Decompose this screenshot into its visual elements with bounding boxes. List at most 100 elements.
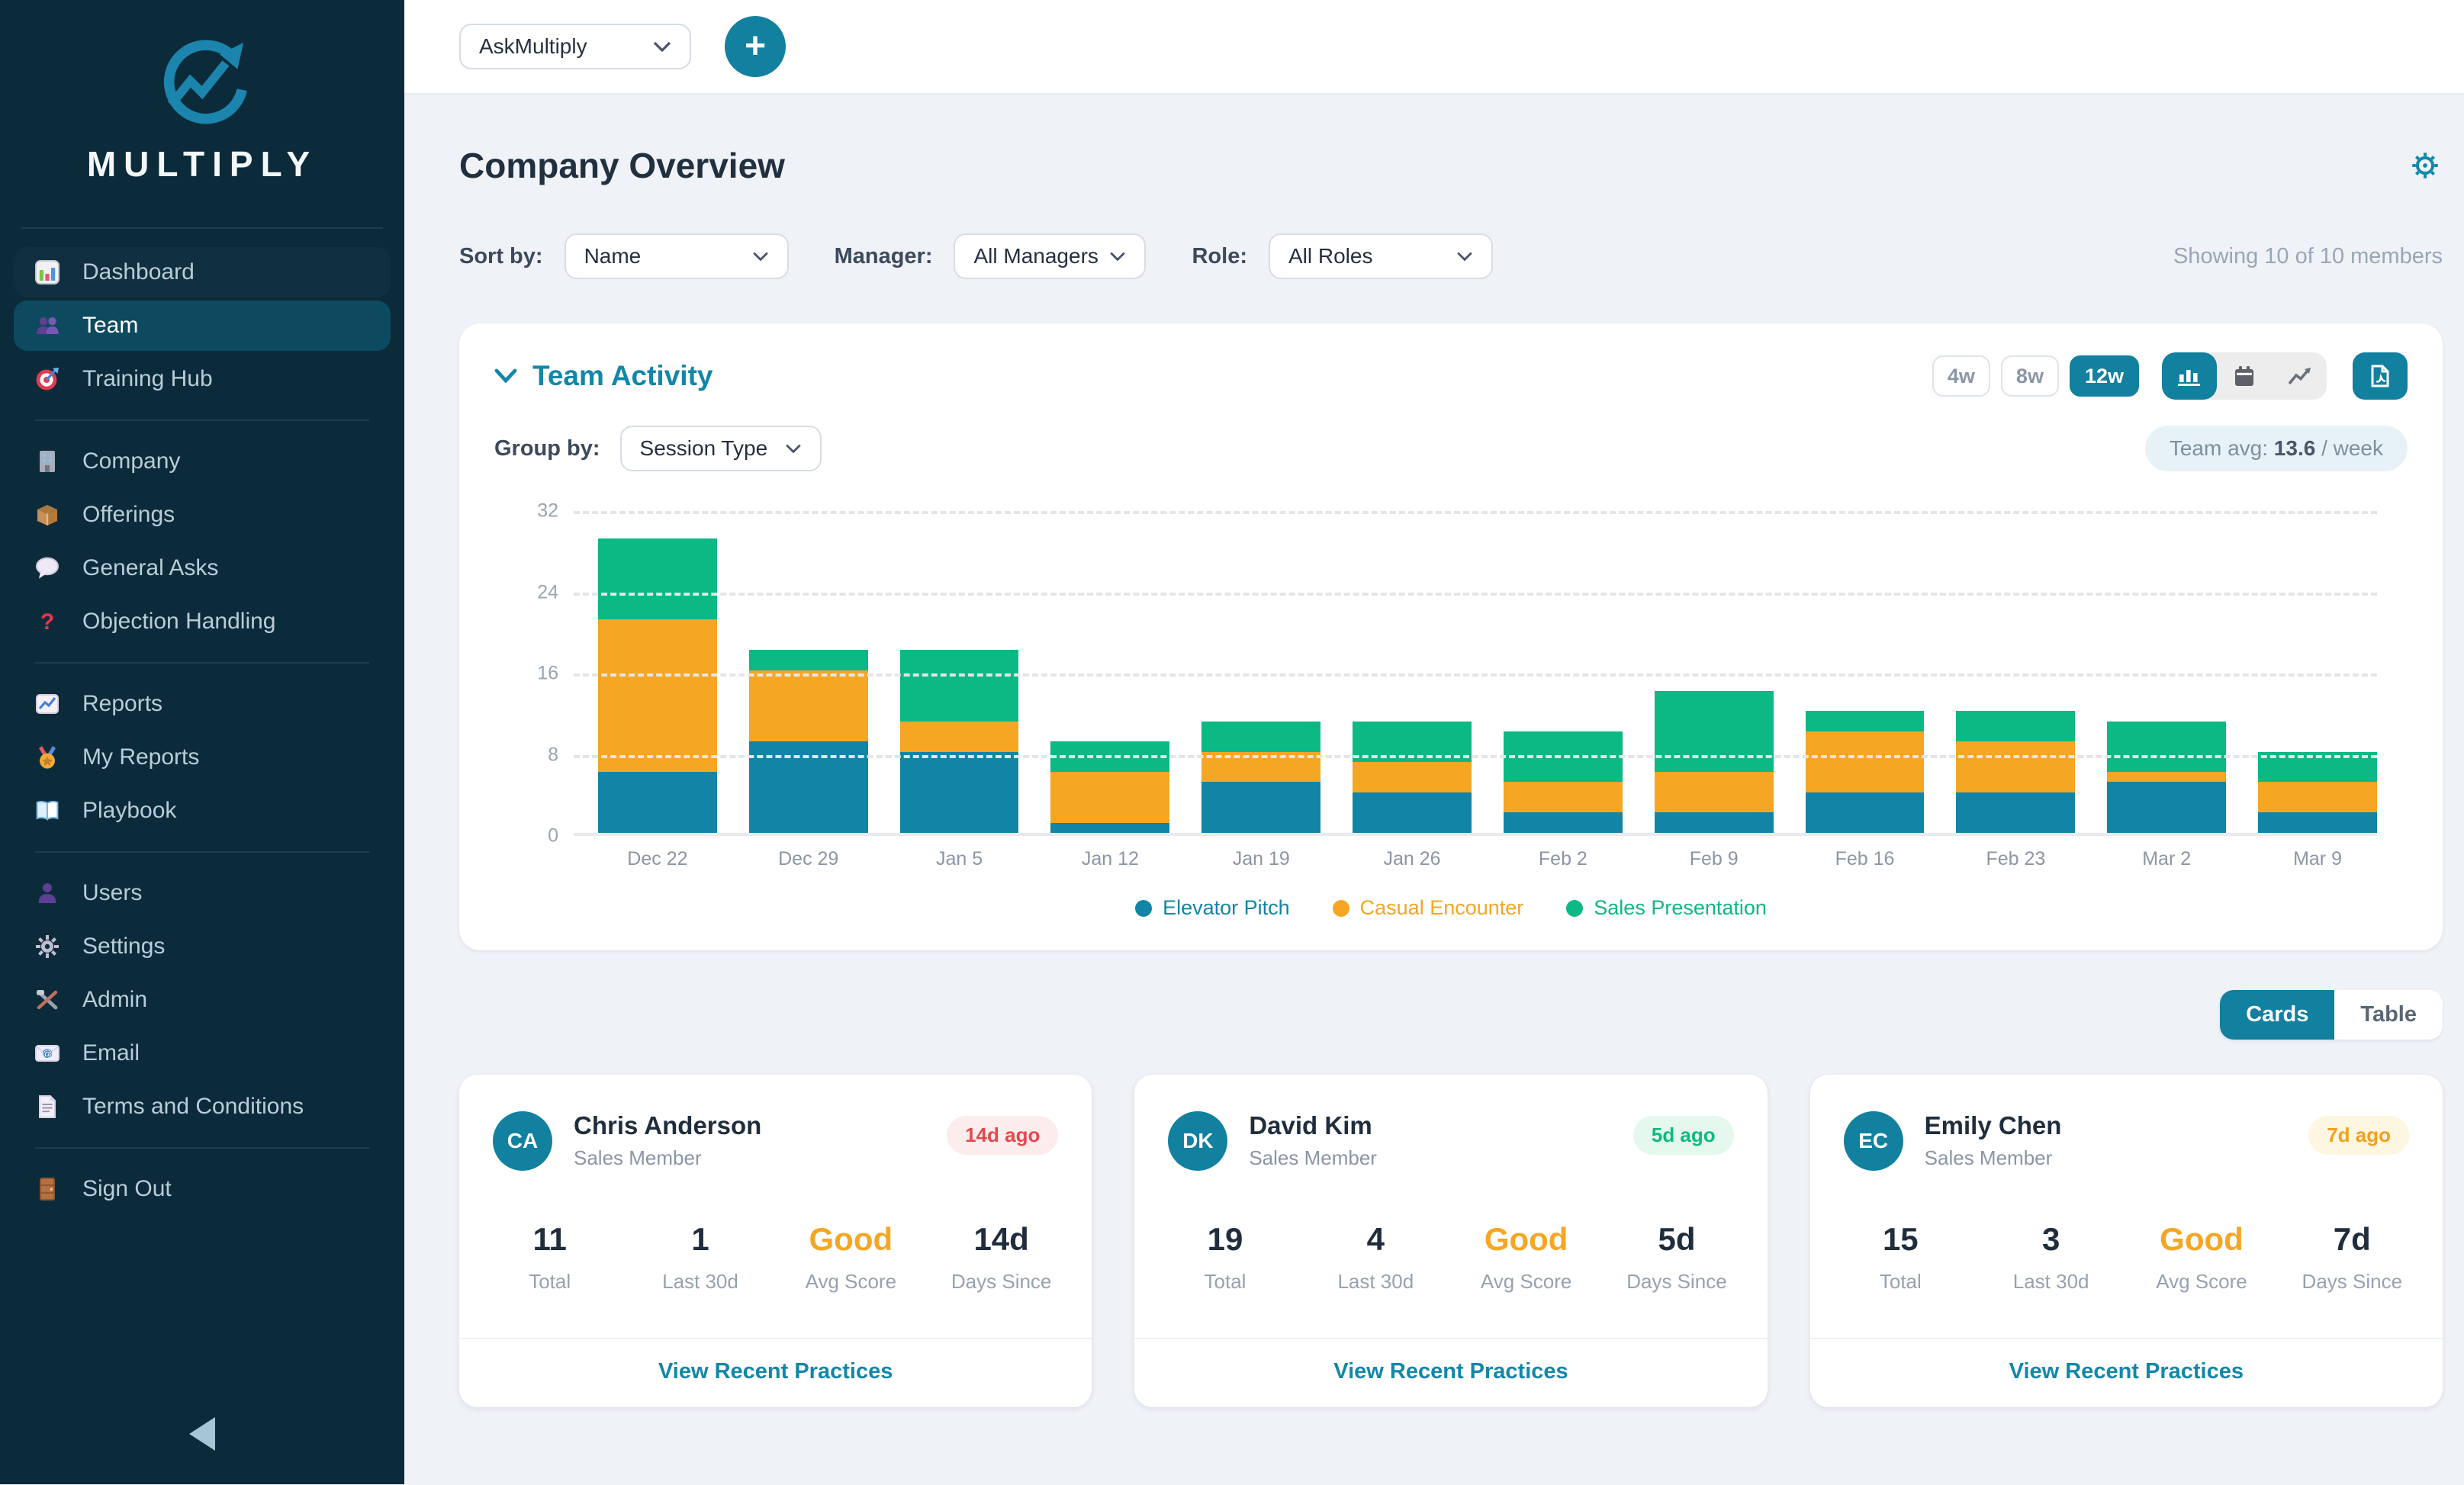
x-axis-label: Feb 23 xyxy=(1986,848,2046,869)
sidebar-item-company[interactable]: Company xyxy=(14,436,391,487)
trend-view-button[interactable] xyxy=(2272,352,2327,400)
chevron-down-icon xyxy=(653,41,671,53)
manager-value: All Managers xyxy=(973,244,1099,268)
view-recent-practices-link[interactable]: View Recent Practices xyxy=(1134,1338,1768,1407)
sidebar-collapse-icon[interactable] xyxy=(189,1417,215,1451)
view-recent-practices-link[interactable]: View Recent Practices xyxy=(459,1338,1092,1407)
users-icon xyxy=(34,879,61,907)
range-4w-button[interactable]: 4w xyxy=(1932,355,1990,397)
bar-mar-9 xyxy=(2258,751,2377,833)
stat-days-since: 5d xyxy=(1658,1221,1696,1257)
stat-label: Total xyxy=(1204,1270,1246,1293)
bar-feb-16 xyxy=(1805,711,1925,833)
sidebar-item-training-hub[interactable]: Training Hub xyxy=(14,354,391,404)
bar-chart-view-button[interactable] xyxy=(2162,352,2217,400)
x-axis-label: Feb 9 xyxy=(1689,848,1739,869)
team-avg-label: Team avg: xyxy=(2169,436,2269,460)
add-button[interactable]: + xyxy=(725,16,786,77)
stat-label: Avg Score xyxy=(805,1270,897,1293)
sidebar-item-sign-out[interactable]: Sign Out xyxy=(14,1164,391,1214)
sidebar-item-objection-handling[interactable]: ? Objection Handling xyxy=(14,596,391,647)
sidebar-item-offerings[interactable]: Offerings xyxy=(14,490,391,540)
dashboard-icon xyxy=(34,259,61,286)
bar-segment-casual-encounter xyxy=(1050,772,1170,823)
sort-by-select[interactable]: Name xyxy=(564,233,789,279)
pdf-file-icon xyxy=(2371,365,2389,387)
sidebar-item-playbook[interactable]: Playbook xyxy=(14,786,391,836)
bar-segment-elevator-pitch xyxy=(1956,792,2076,833)
x-axis-label: Jan 5 xyxy=(935,848,983,869)
range-label: 8w xyxy=(2015,364,2044,387)
sidebar-item-my-reports[interactable]: My Reports xyxy=(14,732,391,783)
sidebar-item-label: Admin xyxy=(82,987,148,1012)
reports-icon xyxy=(34,690,61,718)
team-avg-value: 13.6 xyxy=(2273,436,2316,460)
gridline-24 xyxy=(574,592,2377,596)
collapse-section-chevron-icon[interactable] xyxy=(494,368,517,384)
sidebar-item-label: Objection Handling xyxy=(82,609,276,634)
bar-segment-casual-encounter xyxy=(598,619,717,773)
calendar-view-button[interactable] xyxy=(2217,352,2272,400)
sidebar-item-label: Training Hub xyxy=(82,366,213,391)
bar-segment-sales-presentation xyxy=(1201,721,1321,752)
stat-label: Last 30d xyxy=(1337,1270,1414,1293)
sidebar-item-email[interactable]: @ Email xyxy=(14,1028,391,1078)
x-axis-label: Jan 26 xyxy=(1383,848,1441,869)
legend-label: Elevator Pitch xyxy=(1163,896,1290,919)
stat-label: Total xyxy=(529,1270,571,1293)
bar-segment-casual-encounter xyxy=(899,721,1019,752)
cards-view-button[interactable]: Cards xyxy=(2220,990,2335,1040)
x-axis-label: Dec 22 xyxy=(627,848,688,869)
general-asks-icon xyxy=(34,554,61,582)
divider xyxy=(35,851,369,853)
chevron-down-icon xyxy=(1110,252,1126,262)
sidebar-item-users[interactable]: Users xyxy=(14,868,391,918)
offerings-icon xyxy=(34,501,61,529)
sidebar: MULTIPLY Dashboard Team Training Hub xyxy=(0,0,404,1484)
workspace-select[interactable]: AskMultiply xyxy=(459,24,691,69)
bar-segment-sales-presentation xyxy=(1805,711,1925,731)
sidebar-item-team[interactable]: Team xyxy=(14,301,391,351)
bar-segment-casual-encounter xyxy=(748,670,868,742)
page-settings-gear-icon[interactable] xyxy=(2411,151,2440,180)
sidebar-nav: Dashboard Team Training Hub Company O xyxy=(0,244,404,1217)
sidebar-item-settings[interactable]: Settings xyxy=(14,921,391,972)
stat-total: 19 xyxy=(1207,1221,1243,1257)
sidebar-item-label: Team xyxy=(82,313,139,338)
sidebar-item-admin[interactable]: Admin xyxy=(14,975,391,1025)
bar-jan-26 xyxy=(1353,721,1472,833)
bar-jan-19 xyxy=(1201,721,1321,833)
bar-segment-elevator-pitch xyxy=(1503,812,1623,833)
table-view-button[interactable]: Table xyxy=(2334,990,2443,1040)
content: Company Overview Sort by: Name Manager: … xyxy=(404,95,2464,1484)
legend-label: Casual Encounter xyxy=(1359,896,1524,919)
sidebar-item-general-asks[interactable]: General Asks xyxy=(14,543,391,593)
sidebar-item-dashboard[interactable]: Dashboard xyxy=(14,247,391,297)
group-by-select[interactable]: Session Type xyxy=(619,426,822,471)
team-average-pill: Team avg: 13.6 / week xyxy=(2144,426,2408,471)
sidebar-item-reports[interactable]: Reports xyxy=(14,679,391,729)
export-pdf-button[interactable] xyxy=(2353,352,2408,400)
range-12w-button[interactable]: 12w xyxy=(2069,355,2139,397)
member-card-chris-anderson: CA Chris Anderson Sales Member 14d ago 1… xyxy=(459,1075,1092,1407)
member-card-emily-chen: EC Emily Chen Sales Member 7d ago 15 Tota… xyxy=(1809,1075,2443,1407)
my-reports-icon xyxy=(34,744,61,771)
admin-icon xyxy=(34,986,61,1014)
stat-last-30d: 1 xyxy=(691,1221,709,1257)
legend-item-sales-presentation: Sales Presentation xyxy=(1566,896,1767,920)
bar-feb-2 xyxy=(1503,731,1623,833)
svg-text:?: ? xyxy=(40,609,54,635)
member-role: Sales Member xyxy=(1249,1146,1377,1169)
view-recent-practices-link[interactable]: View Recent Practices xyxy=(1809,1338,2443,1407)
member-role: Sales Member xyxy=(1924,1146,2053,1169)
divider xyxy=(35,1147,369,1149)
sidebar-item-terms[interactable]: Terms and Conditions xyxy=(14,1082,391,1132)
sort-by-value: Name xyxy=(584,244,642,268)
legend-dot xyxy=(1135,899,1153,917)
terms-icon xyxy=(34,1093,61,1120)
sidebar-item-label: Offerings xyxy=(82,502,175,527)
range-8w-button[interactable]: 8w xyxy=(2000,355,2059,397)
manager-select[interactable]: All Managers xyxy=(954,233,1147,279)
training-hub-icon xyxy=(34,365,61,393)
role-select[interactable]: All Roles xyxy=(1268,233,1493,279)
